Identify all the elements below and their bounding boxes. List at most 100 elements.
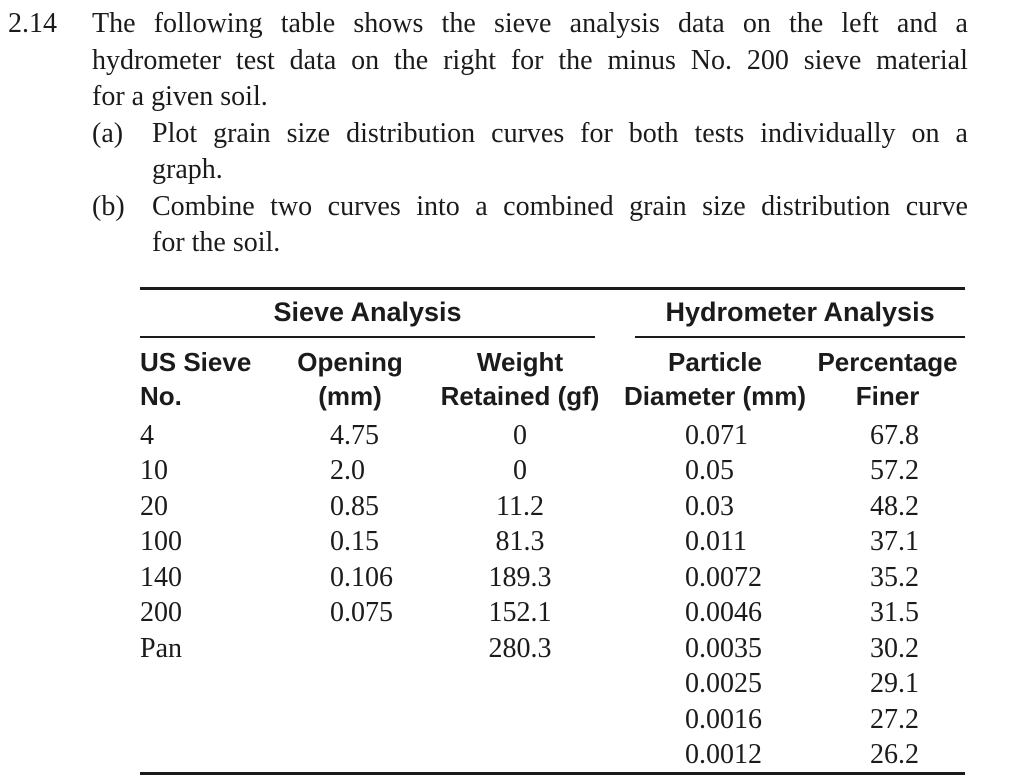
table-row: 10 2.0 0 0.05 57.2 bbox=[140, 454, 965, 490]
table-cell: 0.0046 bbox=[685, 597, 763, 629]
header-line: (mm) bbox=[318, 381, 382, 411]
header-line: US Sieve bbox=[140, 347, 252, 377]
column-header-us-sieve-no: US Sieve No. bbox=[140, 338, 280, 418]
table-cell bbox=[280, 667, 420, 703]
table-cell: 189.3 bbox=[488, 561, 552, 593]
part-line: Combine two curves into a combined grain size di… bbox=[152, 190, 968, 222]
table-cell: Pan bbox=[140, 632, 182, 664]
table-cell bbox=[280, 702, 420, 738]
problem-part-b: (b) Combine two curves into a combined grain si… bbox=[92, 189, 968, 262]
table-cell: 0.0016 bbox=[685, 703, 763, 735]
table-row: 100 0.15 81.3 0.011 37.1 bbox=[140, 525, 965, 561]
column-header-particle-diameter: Particle Diameter (mm) bbox=[620, 338, 810, 418]
statement-line: hydrometer test data on the right for the minus N… bbox=[92, 44, 968, 76]
header-line: Diameter (mm) bbox=[624, 381, 807, 411]
table-cell bbox=[280, 738, 420, 774]
table-cell bbox=[140, 667, 280, 703]
header-line: Particle bbox=[668, 347, 762, 377]
table-cell: 200 bbox=[140, 597, 182, 629]
table-cell: 0.0035 bbox=[685, 632, 763, 664]
table-cell: 0.85 bbox=[330, 490, 379, 522]
table-cell: 0.05 bbox=[685, 455, 735, 487]
table-row: 0.0016 27.2 bbox=[140, 702, 965, 738]
table-cell: 4 bbox=[140, 419, 154, 451]
table-cell: 26.2 bbox=[870, 738, 920, 770]
header-line: Percentage bbox=[817, 347, 958, 377]
table-cell: 31.5 bbox=[870, 597, 920, 629]
table-cell bbox=[420, 702, 620, 738]
table-cell: 0.0012 bbox=[685, 738, 763, 770]
table-cell: 0.011 bbox=[685, 526, 747, 558]
table-cell bbox=[280, 631, 420, 667]
table-cell: 57.2 bbox=[870, 455, 920, 487]
column-header-opening-mm: Opening (mm) bbox=[280, 338, 420, 418]
table-cell: 81.3 bbox=[495, 526, 545, 558]
problem-text: The following table shows the sieve analysis da… bbox=[92, 6, 968, 262]
table-cell: 11.2 bbox=[496, 490, 544, 522]
table-cell bbox=[420, 667, 620, 703]
table-cell bbox=[420, 738, 620, 774]
problem-part-a: (a) Plot grain size distribution curves for bo… bbox=[92, 116, 968, 189]
column-header-percentage-finer: Percentage Finer bbox=[810, 338, 965, 418]
table-cell: 10 bbox=[140, 455, 168, 487]
table-cell: 0.106 bbox=[330, 561, 393, 593]
part-text: Combine two curves into a combined grain size di… bbox=[152, 189, 968, 262]
group-header-sieve-analysis: Sieve Analysis bbox=[140, 289, 620, 338]
table-cell: 20 bbox=[140, 490, 168, 522]
data-table: Sieve Analysis Hydrometer Analysis US Si… bbox=[140, 287, 966, 775]
problem-number: 2.14 bbox=[8, 8, 57, 39]
table-cell: 0.075 bbox=[330, 597, 393, 629]
table-cell: 280.3 bbox=[488, 632, 552, 664]
column-header-row: US Sieve No. Opening (mm) Weight Retaine… bbox=[140, 338, 965, 418]
table-cell: 100 bbox=[140, 526, 182, 558]
table-cell bbox=[140, 702, 280, 738]
statement-line: The following table shows the sieve analysis da… bbox=[92, 8, 968, 39]
table-row: Pan 280.3 0.0035 30.2 bbox=[140, 631, 965, 667]
statement-line: for a given soil. bbox=[92, 81, 268, 112]
header-line: Finer bbox=[855, 381, 920, 411]
table-cell: 2.0 bbox=[330, 455, 365, 487]
group-header-row: Sieve Analysis Hydrometer Analysis bbox=[140, 289, 966, 338]
table-row: 0.0025 29.1 bbox=[140, 667, 965, 703]
part-label: (b) bbox=[92, 190, 125, 222]
table-cell: 67.8 bbox=[870, 419, 920, 451]
table-cell: 4.75 bbox=[330, 419, 379, 451]
table-row: 140 0.106 189.3 0.0072 35.2 bbox=[140, 560, 965, 596]
table-row: 20 0.85 11.2 0.03 48.2 bbox=[140, 489, 965, 525]
part-text: Plot grain size distribution curves for both te… bbox=[152, 116, 968, 189]
table-cell: 0.0025 bbox=[685, 668, 763, 700]
table-cell: 27.2 bbox=[870, 703, 920, 735]
part-line: for the soil. bbox=[152, 227, 281, 258]
part-line: graph. bbox=[152, 154, 223, 185]
group-title: Hydrometer Analysis bbox=[665, 297, 935, 327]
group-underline: Sieve Analysis bbox=[140, 290, 596, 338]
header-line: No. bbox=[140, 381, 182, 411]
header-line: Retained (gf) bbox=[440, 381, 600, 411]
table-cell bbox=[140, 738, 280, 774]
problem-statement: 2.14 The following table shows the sieve analy… bbox=[8, 6, 968, 262]
table-cell: 35.2 bbox=[870, 561, 920, 593]
table-cell: 0 bbox=[513, 455, 528, 487]
header-line: Weight bbox=[476, 347, 564, 377]
table-cell: 37.1 bbox=[870, 526, 920, 558]
table-cell: 0.15 bbox=[330, 526, 379, 558]
table-row: 200 0.075 152.1 0.0046 31.5 bbox=[140, 596, 965, 632]
table-cell: 30.2 bbox=[870, 632, 920, 664]
table-row: 4 4.75 0 0.071 67.8 bbox=[140, 418, 965, 454]
table-cell: 29.1 bbox=[870, 668, 920, 700]
table-cell: 0.071 bbox=[685, 419, 749, 451]
table-cell: 140 bbox=[140, 561, 182, 593]
table-cell: 152.1 bbox=[488, 597, 552, 629]
part-label: (a) bbox=[92, 117, 124, 149]
table-cell: 0.0072 bbox=[685, 561, 763, 593]
table-cell: 48.2 bbox=[870, 490, 920, 522]
group-header-hydrometer-analysis: Hydrometer Analysis bbox=[620, 289, 966, 338]
column-header-weight-retained: Weight Retained (gf) bbox=[420, 338, 620, 418]
table-cell: 0.03 bbox=[685, 490, 735, 522]
group-underline: Hydrometer Analysis bbox=[635, 290, 966, 338]
table-cell: 0 bbox=[513, 419, 528, 451]
group-title: Sieve Analysis bbox=[273, 297, 462, 327]
part-line: Plot grain size distribution curves for both te… bbox=[152, 117, 968, 149]
table-row: 0.0012 26.2 bbox=[140, 738, 965, 774]
